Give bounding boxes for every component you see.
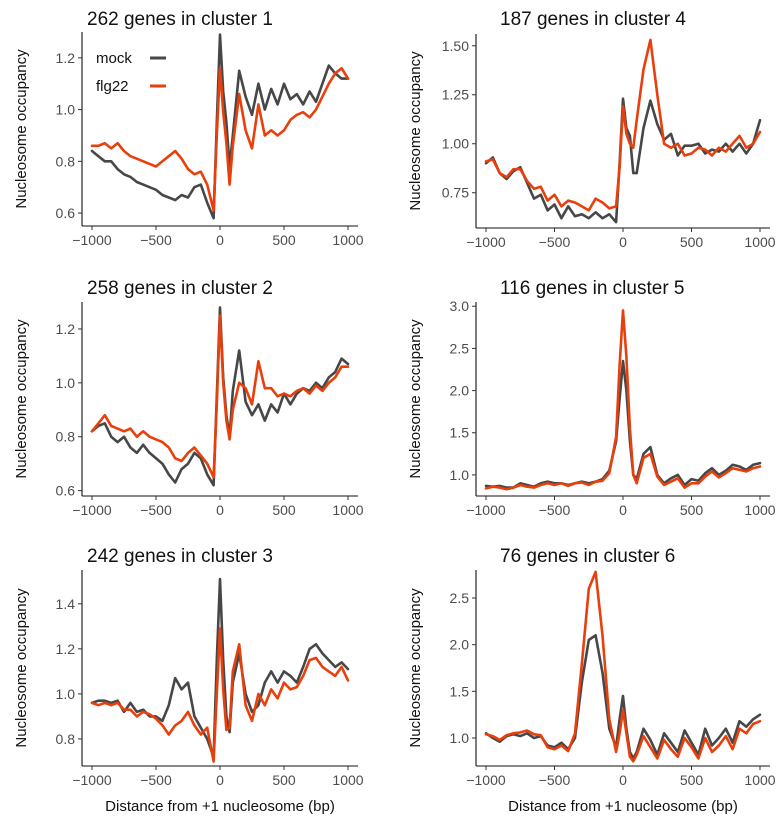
panel-cluster-2: 187 genes in cluster 4 Nucleosome occupan… [407,9,776,250]
y-tick-label: 1.0 [56,686,76,702]
y-tick-label: 2.0 [450,637,470,653]
y-axis-label: Nucleosome occupancy [407,51,424,211]
legend-label-mock: mock [96,50,132,67]
x-tick-label: 500 [680,502,704,518]
x-tick-label: 1000 [744,502,775,518]
y-tick-label: 3.0 [450,298,470,314]
panel-title: 242 genes in cluster 3 [87,546,273,567]
series-line-flg22 [90,627,350,763]
y-axis-label: Nucleosome occupancy [13,319,30,479]
y-tick-label: 1.2 [56,321,76,337]
x-tick-label: −500 [140,232,172,248]
x-tick-label: −500 [140,502,172,518]
x-axis-label: Distance from +1 nucleosome (bp) [508,798,738,815]
y-axis-label: Nucleosome occupancy [407,588,424,748]
x-tick-label: −1000 [72,232,112,248]
y-axis-label: Nucleosome occupancy [407,319,424,479]
y-tick-label: 0.6 [56,483,76,499]
series-line-mock [484,634,762,760]
x-axis-label: Distance from +1 nucleosome (bp) [105,798,335,815]
panel-cluster-4: 116 genes in cluster 5 Nucleosome occupan… [407,278,776,518]
x-tick-label: 0 [619,772,627,788]
y-tick-label: 0.8 [56,731,76,747]
y-tick-label: 1.00 [442,136,469,152]
x-tick-label: 1000 [332,502,363,518]
series-line-flg22 [90,66,350,212]
x-tick-label: −1000 [466,772,506,788]
y-tick-label: 1.25 [442,87,469,103]
x-tick-label: −1000 [72,502,112,518]
series-line-flg22 [484,309,762,491]
y-tick-label: 0.75 [442,185,469,201]
x-tick-label: 0 [619,234,627,250]
y-axis-label: Nucleosome occupancy [13,49,30,209]
y-tick-label: 1.5 [450,425,470,441]
panel-cluster-3: 258 genes in cluster 2 Nucleosome occupan… [13,278,364,518]
panel-title: 187 genes in cluster 4 [500,9,686,30]
x-tick-label: −500 [539,234,571,250]
y-tick-label: 0.8 [56,429,76,445]
x-tick-label: −500 [539,502,571,518]
y-tick-label: 1.5 [450,683,470,699]
series-line-flg22 [484,38,762,212]
y-tick-label: 1.0 [56,375,76,391]
legend-label-flg22: flg22 [96,78,129,95]
x-tick-label: −1000 [72,772,112,788]
x-tick-label: 1000 [332,772,363,788]
x-tick-label: −1000 [466,502,506,518]
y-axis-label: Nucleosome occupancy [13,588,30,748]
panel-title: 116 genes in cluster 5 [500,278,685,299]
series-line-flg22 [90,314,350,479]
series-line-flg22 [484,570,762,763]
x-tick-label: 0 [216,772,224,788]
panel-title: 258 genes in cluster 2 [87,278,273,299]
panel-cluster-1: 262 genes in cluster 1 Nucleosome occupan… [13,9,364,248]
x-tick-label: 500 [680,772,704,788]
panel-title: 262 genes in cluster 1 [87,9,273,30]
x-tick-label: 500 [272,232,296,248]
y-tick-label: 1.2 [56,641,76,657]
y-tick-label: 2.5 [450,590,470,606]
y-tick-label: 2.0 [450,383,470,399]
x-tick-label: 1000 [332,232,363,248]
y-tick-label: 0.6 [56,205,76,221]
y-tick-label: 1.0 [56,102,76,118]
y-tick-label: 1.4 [56,596,76,612]
x-tick-label: −500 [539,772,571,788]
series-line-mock [484,359,762,489]
panel-cluster-5: 242 genes in cluster 3 Nucleosome occupan… [13,546,364,815]
x-tick-label: 0 [216,502,224,518]
panel-cluster-6: 76 genes in cluster 6 Nucleosome occupanc… [407,546,776,815]
x-tick-label: 500 [272,502,296,518]
x-tick-label: 0 [216,232,224,248]
panel-title: 76 genes in cluster 6 [500,546,675,567]
y-tick-label: 1.0 [450,467,470,483]
x-tick-label: 1000 [744,234,775,250]
x-tick-label: 0 [619,502,627,518]
y-tick-label: 0.8 [56,153,76,169]
y-tick-label: 2.5 [450,340,470,356]
y-tick-label: 1.0 [450,730,470,746]
y-tick-label: 1.2 [56,50,76,66]
x-tick-label: 1000 [744,772,775,788]
series-line-mock [90,33,350,220]
x-tick-label: 500 [680,234,704,250]
x-tick-label: −500 [140,772,172,788]
series-line-mock [90,577,350,759]
y-tick-label: 1.50 [442,38,469,54]
x-tick-label: 500 [272,772,296,788]
x-tick-label: −1000 [466,234,506,250]
legend: mock flg22 [96,50,166,95]
